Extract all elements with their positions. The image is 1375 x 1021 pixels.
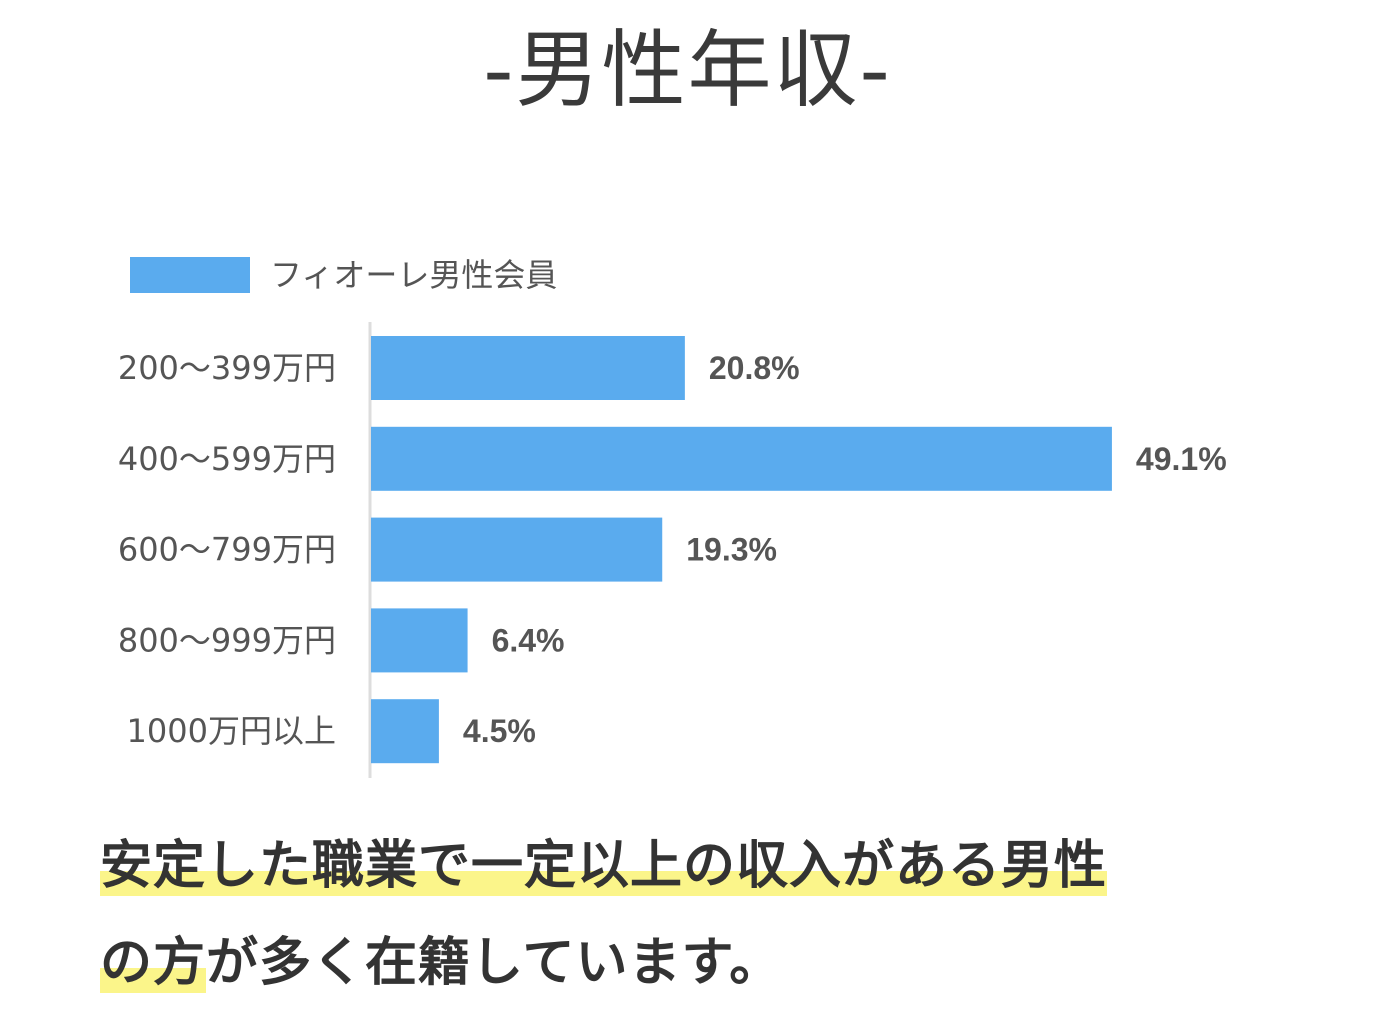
caption-line-1: 安定した職業で一定以上の収入がある男性 (100, 818, 1260, 915)
bar-value-label: 49.1% (1136, 441, 1227, 477)
bar (371, 426, 1112, 491)
bar (371, 608, 468, 673)
caption-line-1-text: 安定した職業で一定以上の収入がある男性 (100, 836, 1108, 896)
legend-swatch (130, 257, 250, 293)
bar (371, 336, 685, 400)
bar-value-label: 20.8% (709, 350, 800, 386)
legend: フィオーレ男性会員 (130, 256, 557, 294)
legend-label: フィオーレ男性会員 (270, 256, 557, 294)
category-label: 400〜599万円 (118, 440, 336, 478)
category-label: 800〜999万円 (118, 621, 336, 659)
category-label: 1000万円以上 (127, 712, 336, 750)
caption: 安定した職業で一定以上の収入がある男性 の方が多く在籍しています。 (100, 818, 1260, 1012)
category-label: 200〜399万円 (118, 349, 336, 387)
bar-value-label: 4.5% (463, 713, 536, 749)
bar (371, 699, 439, 764)
caption-line-2-rest: が多く在籍しています。 (206, 933, 783, 993)
bar-value-label: 6.4% (492, 622, 565, 658)
category-label: 600〜799万円 (118, 531, 336, 569)
bars-group: 200〜399万円 20.8% 400〜599万円 49.1% 600〜799万円 19.… (118, 336, 1227, 764)
bar-value-label: 19.3% (686, 532, 777, 568)
page-title: -男性年収- (483, 21, 892, 119)
caption-line-2: の方が多く在籍しています。 (100, 915, 1260, 1012)
caption-line-2-highlight: の方 (100, 933, 207, 993)
bar (371, 517, 663, 582)
income-bar-chart: フィオーレ男性会員 200〜399万円 20.8% 400〜599万円 49.1% 60… (118, 256, 1227, 778)
